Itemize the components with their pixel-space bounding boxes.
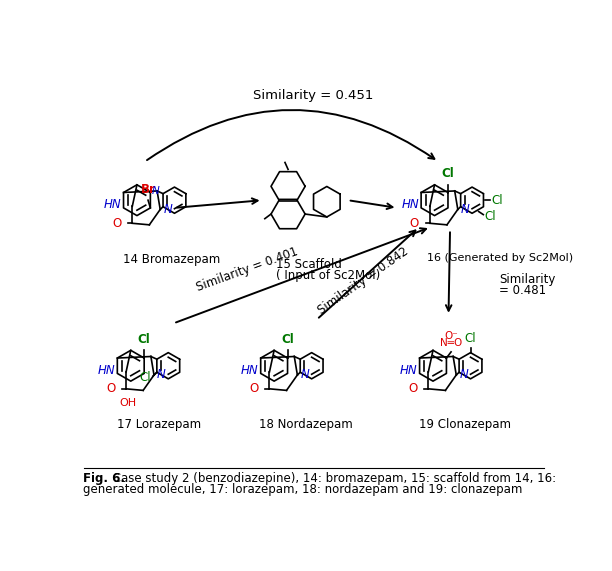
Text: Similarity = 0.401: Similarity = 0.401 (195, 245, 300, 294)
Text: 16 (Generated by Sc2Mol): 16 (Generated by Sc2Mol) (427, 252, 573, 263)
Text: Br: Br (141, 183, 155, 196)
Text: generated molecule, 17: lorazepam, 18: nordazepam and 19: clonazepam: generated molecule, 17: lorazepam, 18: n… (83, 482, 522, 496)
Text: O⁻: O⁻ (444, 331, 458, 341)
Text: Similarity = 0.451: Similarity = 0.451 (253, 89, 374, 102)
Text: N: N (163, 203, 172, 216)
Text: Cl: Cl (442, 167, 454, 180)
Text: Cl: Cl (140, 371, 151, 384)
Text: Fig. 6.: Fig. 6. (83, 472, 125, 485)
Text: N: N (461, 203, 469, 216)
Text: O: O (112, 217, 121, 230)
Text: Cl: Cl (485, 210, 496, 223)
Text: N: N (460, 368, 468, 381)
Text: Cl: Cl (491, 194, 503, 207)
Text: = 0.481: = 0.481 (499, 284, 546, 297)
Text: 14 Bromazepam: 14 Bromazepam (123, 252, 220, 266)
Text: 19 Clonazepam: 19 Clonazepam (419, 418, 511, 431)
Text: Cl: Cl (138, 333, 151, 345)
Text: N: N (157, 368, 166, 381)
Text: Cl: Cl (281, 333, 294, 345)
Text: N: N (152, 186, 160, 196)
Text: N═O: N═O (440, 338, 462, 348)
Text: OH: OH (119, 398, 136, 408)
Text: O: O (106, 383, 115, 395)
Text: Similarity = 0.842: Similarity = 0.842 (316, 245, 411, 317)
Text: HN: HN (104, 198, 121, 211)
Text: O: O (249, 383, 259, 395)
Text: O: O (408, 383, 417, 395)
Text: Similarity: Similarity (499, 274, 555, 286)
Text: HN: HN (400, 364, 417, 377)
Text: Case study 2 (benzodiazepine), 14: bromazepam, 15: scaffold from 14, 16:: Case study 2 (benzodiazepine), 14: broma… (109, 472, 556, 485)
Text: Cl: Cl (465, 332, 476, 345)
Text: 18 Nordazepam: 18 Nordazepam (259, 418, 353, 431)
Text: ( Input of Sc2Mol): ( Input of Sc2Mol) (275, 269, 380, 282)
Text: 17 Lorazepam: 17 Lorazepam (117, 418, 201, 431)
Text: HN: HN (98, 364, 115, 377)
Text: HN: HN (241, 364, 259, 377)
Text: 15 Scaffold: 15 Scaffold (275, 258, 341, 271)
Text: O: O (410, 217, 419, 230)
Text: HN: HN (401, 198, 419, 211)
Text: N: N (300, 368, 309, 381)
